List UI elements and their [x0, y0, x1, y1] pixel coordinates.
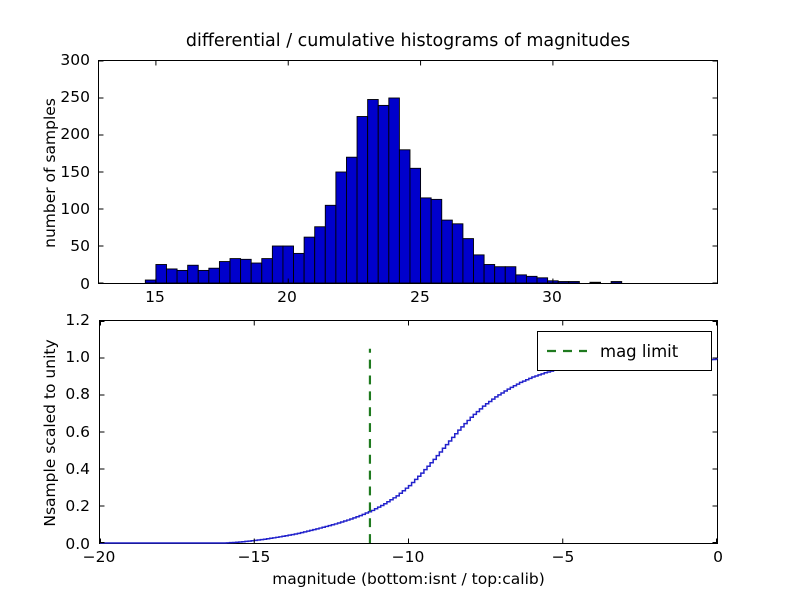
- bottom-ytick-0-6: 0.6: [65, 423, 90, 441]
- bottom-ytick-1-2: 1.2: [65, 311, 90, 329]
- differential-histogram-plot: [99, 60, 717, 284]
- histogram-bar: [515, 274, 527, 284]
- histogram-bar: [282, 245, 294, 284]
- histogram-bar: [250, 262, 263, 284]
- histogram-bar: [462, 238, 474, 284]
- histogram-bar: [504, 266, 517, 284]
- bottom-xtick-neg20: −20: [82, 548, 116, 566]
- bottom-axis-ticks: [100, 321, 717, 543]
- histogram-bar: [483, 264, 496, 284]
- histogram-bar: [525, 275, 538, 284]
- histogram-bar: [271, 245, 284, 284]
- top-axis-ticks: [99, 60, 717, 284]
- histogram-bar: [356, 116, 369, 284]
- histogram-bar: [610, 281, 623, 284]
- histogram-bar: [314, 226, 326, 284]
- histogram-bar: [346, 156, 358, 284]
- histogram-bar: [388, 97, 400, 284]
- top-yaxis-label: number of samples: [41, 98, 59, 248]
- bottom-xtick-neg5: −5: [551, 548, 575, 566]
- histogram-bar: [494, 266, 506, 284]
- histogram-bar: [261, 258, 273, 284]
- bottom-ytick-0-8: 0.8: [65, 385, 90, 403]
- figure-title: differential / cumulative histograms of …: [185, 31, 631, 51]
- bottom-xtick-neg15: −15: [237, 548, 271, 566]
- top-ytick-300: 300: [60, 51, 90, 69]
- histogram-bar: [240, 258, 252, 284]
- histogram-bar: [176, 269, 189, 284]
- histogram-bar: [218, 261, 231, 284]
- histogram-bar: [589, 281, 601, 284]
- histogram-bar: [451, 223, 464, 284]
- histogram-bar: [441, 219, 453, 284]
- bottom-ytick-0-4: 0.4: [65, 460, 90, 478]
- histogram-bar: [208, 267, 220, 284]
- bottom-ytick-0-0: 0.0: [65, 535, 90, 553]
- mag-limit-dashed-line-icon: [547, 349, 587, 353]
- histogram-bar: [430, 198, 443, 284]
- top-ytick-200: 200: [60, 125, 90, 143]
- top-ytick-0: 0: [80, 275, 90, 293]
- top-axes-differential-histogram: [98, 60, 718, 284]
- legend: mag limit: [537, 331, 712, 371]
- bottom-xtick-0: 0: [713, 548, 723, 566]
- histogram-bar: [144, 279, 157, 284]
- histogram-bar: [187, 264, 199, 284]
- histogram-bar: [473, 254, 485, 284]
- histogram-bar: [197, 269, 210, 284]
- bottom-ytick-0-2: 0.2: [65, 497, 90, 515]
- histogram-bar: [293, 252, 305, 284]
- histogram-bar: [377, 104, 390, 284]
- top-xtick-15: 15: [145, 288, 165, 306]
- top-xtick-30: 30: [542, 288, 562, 306]
- top-xtick-20: 20: [277, 288, 297, 306]
- legend-label-mag-limit: mag limit: [600, 341, 679, 361]
- top-ytick-100: 100: [60, 200, 90, 218]
- bottom-yaxis-label: Nsample scaled to unity: [41, 339, 59, 527]
- bottom-xtick-neg10: −10: [391, 548, 425, 566]
- histogram-bar: [568, 281, 580, 284]
- histogram-bar: [303, 236, 316, 284]
- histogram-bar: [166, 268, 178, 284]
- histogram-bar: [229, 258, 242, 284]
- histogram-bar: [335, 171, 347, 284]
- histogram-bar: [367, 99, 379, 284]
- histogram-bar: [324, 204, 337, 284]
- cumulative-curve: [100, 357, 718, 544]
- histogram-bar: [536, 277, 549, 284]
- top-ytick-250: 250: [60, 88, 90, 106]
- histogram-bar: [557, 281, 570, 284]
- bottom-ytick-1-0: 1.0: [65, 348, 90, 366]
- histogram-bar: [155, 264, 167, 284]
- xaxis-label: magnitude (bottom:isnt / top:calib): [272, 570, 545, 588]
- top-xtick-25: 25: [410, 288, 430, 306]
- histogram-bar: [398, 149, 411, 284]
- top-ytick-50: 50: [70, 237, 90, 255]
- histogram-bar: [409, 167, 422, 284]
- top-ytick-150: 150: [60, 163, 90, 181]
- histogram-bars: [144, 97, 623, 284]
- histogram-bar: [420, 197, 432, 284]
